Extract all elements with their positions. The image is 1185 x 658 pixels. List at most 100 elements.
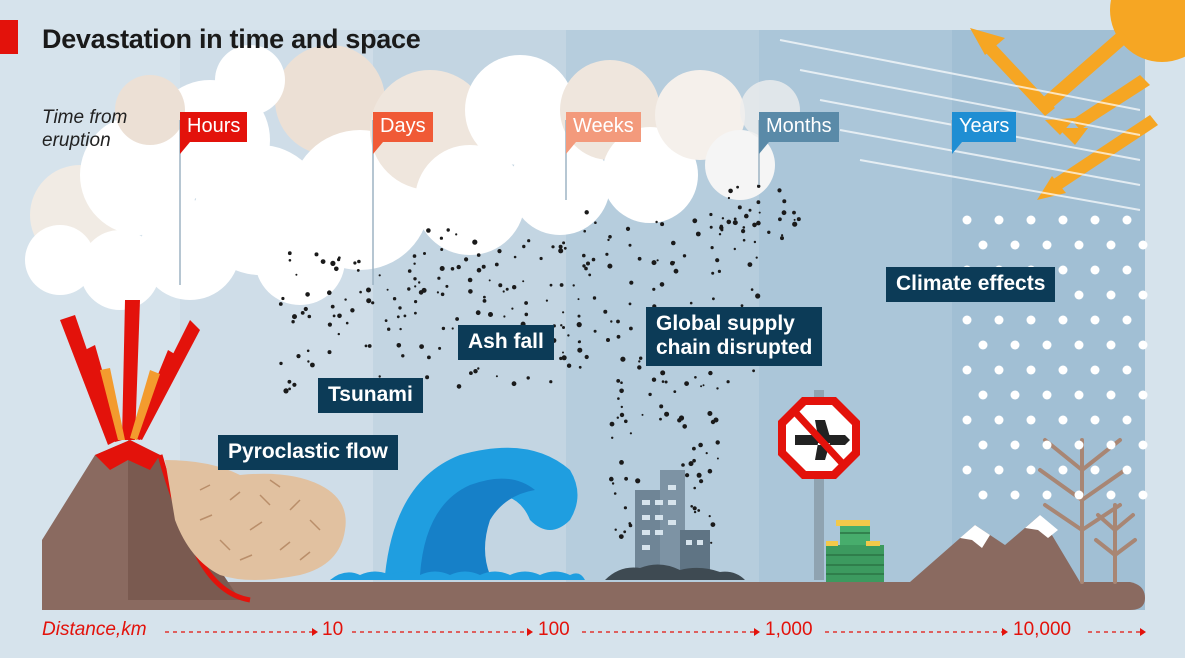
cooling-particle (1122, 215, 1132, 225)
ash-particle (692, 218, 698, 224)
ash-particle (307, 360, 310, 363)
ash-particle (577, 298, 580, 301)
ash-particle (577, 347, 583, 353)
ash-particle (469, 371, 473, 375)
ash-particle (423, 252, 426, 255)
ash-particle (366, 298, 372, 304)
ash-particle (396, 343, 402, 348)
ash-particle (753, 240, 757, 244)
ash-particle (279, 361, 283, 366)
ash-particle (398, 306, 402, 310)
ash-particle (709, 225, 713, 229)
label-pyroclastic-flow: Pyroclastic flow (218, 435, 398, 470)
ash-particle (539, 256, 543, 261)
ash-particle (421, 287, 427, 293)
ash-particle (584, 354, 589, 360)
ash-particle (330, 260, 336, 266)
ash-particle (306, 349, 310, 353)
ash-cloud-icon (25, 45, 800, 310)
cooling-particle (1010, 240, 1020, 250)
cooling-particle (1058, 415, 1068, 425)
ash-particle (562, 311, 565, 314)
ash-particle (495, 375, 498, 378)
ash-particle (741, 229, 746, 234)
ash-particle (418, 281, 421, 284)
ash-particle (710, 419, 716, 425)
ash-particle (407, 287, 411, 291)
ash-particle (441, 326, 446, 331)
ash-particle (660, 222, 665, 227)
ash-particle (414, 311, 417, 315)
cooling-particle (1106, 290, 1116, 300)
ash-particle (707, 468, 713, 474)
ash-particle (524, 301, 528, 305)
ash-particle (619, 460, 624, 465)
ash-particle (567, 334, 570, 337)
ash-particle (464, 257, 469, 262)
ash-particle (639, 356, 643, 360)
ash-particle (752, 369, 755, 373)
ash-particle (320, 259, 326, 264)
ash-particle (659, 404, 664, 409)
ash-particle (628, 523, 633, 528)
ash-particle (692, 506, 697, 511)
ash-particle (288, 387, 291, 391)
ash-particle (614, 528, 617, 531)
ash-particle (792, 210, 796, 215)
ash-particle (578, 365, 582, 369)
ash-particle (337, 313, 342, 319)
cooling-particle (1010, 340, 1020, 350)
cooling-particle (1138, 490, 1148, 500)
label-supply-chain: Global supply chain disrupted (646, 307, 823, 366)
cooling-particle (994, 415, 1004, 425)
ash-particle (588, 273, 592, 277)
ash-particle (288, 259, 292, 262)
ash-particle (767, 230, 771, 234)
ash-particle (337, 258, 341, 262)
ash-particle (637, 365, 642, 370)
ash-particle (778, 217, 782, 222)
ash-particle (664, 380, 668, 384)
ash-particle (720, 228, 724, 232)
ash-particle (740, 304, 744, 307)
ash-particle (576, 322, 582, 328)
label-supply-chain-line1: Global supply (656, 312, 795, 335)
label-climate-effects: Climate effects (886, 267, 1056, 302)
cooling-particle (1042, 340, 1052, 350)
ash-particle (780, 236, 784, 241)
ash-particle (281, 296, 285, 301)
ash-particle (712, 297, 715, 301)
ash-particles (278, 184, 801, 549)
ash-particle (672, 261, 676, 264)
ash-particle (572, 284, 575, 287)
ash-particle (563, 246, 567, 250)
ash-particle (756, 200, 761, 205)
ash-particle (522, 280, 525, 283)
ash-particle (693, 486, 696, 490)
ash-particle (593, 329, 597, 333)
ash-particle (562, 326, 565, 329)
cooling-particle (1074, 490, 1084, 500)
ash-particle (696, 472, 702, 478)
ash-particle (384, 319, 388, 322)
ash-particle (439, 236, 443, 240)
ash-particle (733, 247, 736, 251)
ash-particle (413, 277, 417, 281)
ash-particle (648, 392, 652, 397)
ash-particle (278, 302, 283, 306)
cooling-particle (994, 315, 1004, 325)
ash-particle (481, 264, 486, 269)
ash-particle (413, 262, 416, 265)
cooling-particle (1106, 490, 1116, 500)
ash-particle (708, 370, 713, 376)
ash-particle (637, 256, 642, 261)
ash-particle (694, 376, 697, 379)
ash-particle (684, 381, 689, 386)
cooling-particle (1042, 390, 1052, 400)
cooling-particle (1138, 440, 1148, 450)
ash-particle (307, 314, 312, 319)
diagram-title: Devastation in time and space (42, 24, 421, 54)
city-icon (605, 470, 745, 580)
cooling-particle (1010, 390, 1020, 400)
distance-arrowheads (312, 628, 1146, 636)
